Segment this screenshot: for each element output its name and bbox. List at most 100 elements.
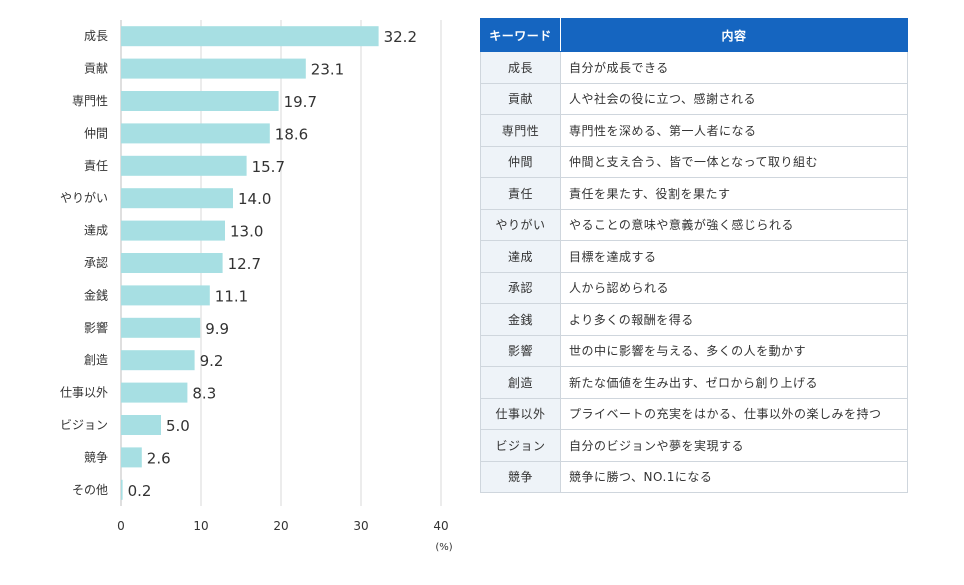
bar xyxy=(121,479,123,500)
category-label: ビジョン xyxy=(60,418,108,432)
keyword-cell: 責任 xyxy=(480,177,561,210)
value-label: 9.9 xyxy=(205,320,229,338)
value-label: 23.1 xyxy=(311,61,344,79)
category-label: 競争 xyxy=(84,449,108,464)
content-cell: より多くの報酬を得る xyxy=(560,303,908,336)
x-tick-label: 20 xyxy=(273,519,288,533)
table-row: ビジョン 自分のビジョンや夢を実現する xyxy=(480,429,908,462)
table-row: 創造 新たな価値を生み出す、ゼロから創り上げる xyxy=(480,366,908,399)
category-label: 創造 xyxy=(84,353,108,367)
value-label: 19.7 xyxy=(284,93,317,111)
x-tick-label: 40 xyxy=(433,519,448,533)
keyword-cell: 創造 xyxy=(480,366,561,399)
keyword-cell: ビジョン xyxy=(480,429,561,462)
keyword-cell: やりがい xyxy=(480,208,561,241)
table-row: 成長 自分が成長できる xyxy=(480,51,908,84)
content-cell: 目標を達成する xyxy=(560,240,908,273)
header-content: 内容 xyxy=(560,18,908,52)
table-header-row: キーワード 内容 xyxy=(480,18,908,52)
bar xyxy=(121,253,223,273)
keyword-cell: 成長 xyxy=(480,51,561,84)
value-label: 11.1 xyxy=(215,287,248,305)
category-label: その他 xyxy=(72,483,108,497)
table-row: やりがい やることの意味や意義が強く感じられる xyxy=(480,208,908,241)
content-cell: 競争に勝つ、NO.1になる xyxy=(560,460,908,493)
content-cell: 仲間と支え合う、皆で一体となって取り組む xyxy=(560,145,908,178)
category-label: 承認 xyxy=(84,255,108,270)
value-label: 18.6 xyxy=(275,125,308,143)
keyword-cell: 影響 xyxy=(480,334,561,367)
chart-bars xyxy=(121,26,379,500)
value-label: 15.7 xyxy=(252,158,285,176)
value-label: 13.0 xyxy=(230,223,263,241)
x-tick-label: 10 xyxy=(193,519,208,533)
content-cell: 人や社会の役に立つ、感謝される xyxy=(560,82,908,115)
content-cell: 人から認められる xyxy=(560,271,908,304)
value-label: 14.0 xyxy=(238,190,271,208)
value-label: 0.2 xyxy=(128,482,152,500)
bar xyxy=(121,123,270,144)
category-label: 責任 xyxy=(84,159,108,173)
bar xyxy=(121,26,379,47)
keyword-cell: 専門性 xyxy=(480,114,561,147)
value-label: 8.3 xyxy=(192,385,216,403)
table-row: 貢献 人や社会の役に立つ、感謝される xyxy=(480,82,908,115)
keyword-cell: 貢献 xyxy=(480,82,561,115)
table-row: 仕事以外 プライベートの充実をはかる、仕事以外の楽しみを持つ xyxy=(480,397,908,430)
keyword-cell: 承認 xyxy=(480,271,561,304)
content-cell: 自分が成長できる xyxy=(560,51,908,84)
x-axis-label: (%) xyxy=(435,542,452,553)
bar xyxy=(121,91,279,111)
table-body: 成長 自分が成長できる 貢献 人や社会の役に立つ、感謝される 専門性 専門性を深める、第一… xyxy=(480,51,908,493)
table-row: 専門性 専門性を深める、第一人者になる xyxy=(480,114,908,147)
bar xyxy=(121,350,195,371)
content-cell: やることの意味や意義が強く感じられる xyxy=(560,208,908,241)
category-label: 成長 xyxy=(84,29,108,43)
keyword-table: キーワード 内容 成長 自分が成長できる 貢献 人や社会の役に立つ、感謝される 専門性専… xyxy=(480,18,908,493)
header-keyword: キーワード xyxy=(480,18,561,52)
value-label: 2.6 xyxy=(147,449,171,467)
table-row: 競争 競争に勝つ、NO.1になる xyxy=(480,460,908,493)
value-label: 12.7 xyxy=(228,255,261,273)
bar xyxy=(121,415,161,435)
category-label: やりがい xyxy=(60,190,108,205)
table-row: 責任 責任を果たす、役割を果たす xyxy=(480,177,908,210)
keyword-cell: 競争 xyxy=(480,460,561,493)
category-label: 仕事以外 xyxy=(60,386,108,400)
bar xyxy=(121,285,210,306)
content-cell: 世の中に影響を与える、多くの人を動かす xyxy=(560,334,908,367)
bar xyxy=(121,188,233,209)
keyword-cell: 仲間 xyxy=(480,145,561,178)
x-tick-label: 0 xyxy=(117,519,125,533)
chart-value-labels: 32.2 23.1 19.7 18.6 15.7 14.0 13.0 12.7 11.1 9.9 9… xyxy=(128,28,417,500)
value-label: 9.2 xyxy=(200,352,224,370)
content-cell: 責任を果たす、役割を果たす xyxy=(560,177,908,210)
bar xyxy=(121,220,225,241)
category-label: 専門性 xyxy=(72,94,108,108)
content-cell: 新たな価値を生み出す、ゼロから創り上げる xyxy=(560,366,908,399)
table-row: 影響 世の中に影響を与える、多くの人を動かす xyxy=(480,334,908,367)
bar xyxy=(121,382,188,403)
value-label: 32.2 xyxy=(384,28,417,46)
x-tick-label: 30 xyxy=(353,519,368,533)
content-cell: 自分のビジョンや夢を実現する xyxy=(560,429,908,462)
chart-x-tick-labels: 0 10 20 30 40 xyxy=(117,519,448,533)
table-row: 承認 人から認められる xyxy=(480,271,908,304)
category-label: 貢献 xyxy=(84,61,108,76)
table-row: 金銭 より多くの報酬を得る xyxy=(480,303,908,336)
category-label: 達成 xyxy=(84,224,108,238)
value-label: 5.0 xyxy=(166,417,190,435)
bar xyxy=(121,447,142,468)
table-row: 仲間 仲間と支え合う、皆で一体となって取り組む xyxy=(480,145,908,178)
keyword-cell: 達成 xyxy=(480,240,561,273)
category-label: 影響 xyxy=(84,320,108,335)
bar xyxy=(121,317,201,338)
keyword-cell: 金銭 xyxy=(480,303,561,336)
bar xyxy=(121,58,306,79)
keyword-cell: 仕事以外 xyxy=(480,397,561,430)
bar xyxy=(121,155,247,176)
content-cell: 専門性を深める、第一人者になる xyxy=(560,114,908,147)
category-label: 金銭 xyxy=(84,287,108,302)
